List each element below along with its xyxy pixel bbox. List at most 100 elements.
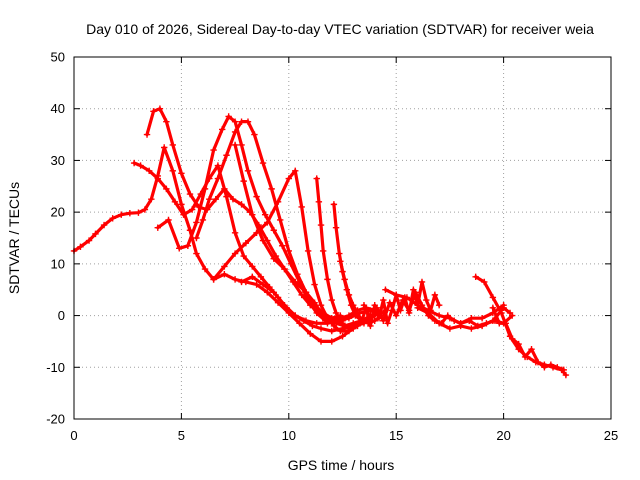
data-point: [313, 320, 320, 327]
data-point: [384, 320, 391, 327]
data-point: [521, 353, 529, 361]
data-point: [240, 177, 247, 185]
data-point: [324, 320, 331, 327]
data-point: [468, 325, 475, 332]
data-point: [261, 211, 269, 218]
data-point: [135, 209, 142, 216]
data-point: [345, 291, 353, 299]
data-point: [264, 219, 271, 226]
data-point: [311, 299, 318, 306]
series-track-3: [143, 105, 374, 330]
series-line: [145, 107, 372, 328]
series-track-1: [70, 144, 378, 345]
data-point: [244, 118, 252, 125]
data-point: [109, 215, 116, 222]
data-point: [328, 327, 335, 335]
series-line: [474, 275, 568, 377]
data-point: [184, 242, 192, 249]
data-point: [169, 141, 177, 149]
data-point: [154, 224, 161, 231]
data-point: [358, 317, 366, 324]
series-line: [416, 306, 512, 331]
data-point: [352, 322, 359, 330]
data-point: [249, 211, 256, 218]
data-point: [143, 131, 151, 138]
data-point: [339, 320, 346, 327]
data-point: [118, 211, 125, 218]
data-point: [382, 286, 389, 293]
y-tick-label: 20: [51, 205, 65, 220]
data-point: [285, 175, 292, 182]
data-point: [472, 273, 479, 280]
y-tick-label: 10: [51, 256, 65, 271]
data-point: [274, 198, 282, 205]
series-track-11: [337, 258, 443, 330]
data-point: [478, 322, 486, 330]
series-line: [338, 259, 441, 328]
data-point: [231, 229, 239, 237]
data-point: [332, 224, 340, 231]
data-point: [259, 237, 267, 244]
data-point: [481, 278, 488, 286]
data-point: [502, 320, 509, 327]
data-point: [206, 196, 213, 203]
data-point: [161, 144, 168, 151]
data-point: [350, 302, 357, 309]
data-point: [317, 302, 325, 309]
data-point: [541, 364, 548, 371]
data-point: [528, 345, 535, 353]
data-point: [231, 118, 239, 125]
data-point: [425, 309, 432, 317]
data-point: [373, 304, 381, 312]
data-point: [330, 201, 338, 208]
data-point: [238, 141, 245, 149]
data-point: [337, 327, 344, 335]
data-point: [345, 325, 353, 332]
data-point: [457, 322, 464, 330]
data-point: [431, 291, 439, 299]
y-tick-label: 30: [51, 153, 65, 168]
data-point: [515, 340, 522, 348]
data-point: [92, 230, 99, 238]
data-point: [126, 209, 134, 217]
data-point: [268, 185, 275, 193]
data-point: [229, 196, 237, 203]
data-point: [210, 276, 217, 283]
data-point: [554, 364, 561, 371]
data-point: [77, 243, 84, 250]
data-point: [165, 216, 172, 224]
data-point: [418, 278, 426, 286]
data-point: [154, 175, 161, 182]
data-point: [264, 289, 271, 296]
data-point: [285, 247, 292, 255]
data-point: [221, 263, 228, 270]
data-point: [253, 193, 260, 200]
y-axis-label: SDTVAR / TECUs: [6, 182, 22, 294]
data-point: [562, 371, 570, 379]
data-point: [130, 159, 138, 167]
data-point: [231, 250, 239, 257]
y-tick-label: 40: [51, 101, 65, 116]
data-point: [468, 314, 475, 322]
data-point: [508, 335, 516, 343]
x-tick-label: 20: [496, 428, 510, 443]
data-point: [223, 193, 230, 200]
data-point: [249, 273, 256, 280]
data-point: [212, 196, 219, 203]
data-point: [100, 221, 108, 229]
data-point: [240, 252, 247, 260]
data-point: [324, 276, 331, 283]
data-point: [178, 170, 185, 177]
data-point: [435, 312, 443, 319]
data-point: [188, 206, 196, 213]
series-track-2: [130, 159, 368, 335]
data-point: [244, 167, 252, 174]
data-point: [193, 234, 200, 242]
data-point: [345, 314, 353, 322]
data-point: [292, 312, 299, 319]
data-point: [315, 198, 323, 205]
data-point: [403, 294, 411, 301]
data-point: [279, 242, 286, 249]
data-point: [328, 296, 335, 304]
